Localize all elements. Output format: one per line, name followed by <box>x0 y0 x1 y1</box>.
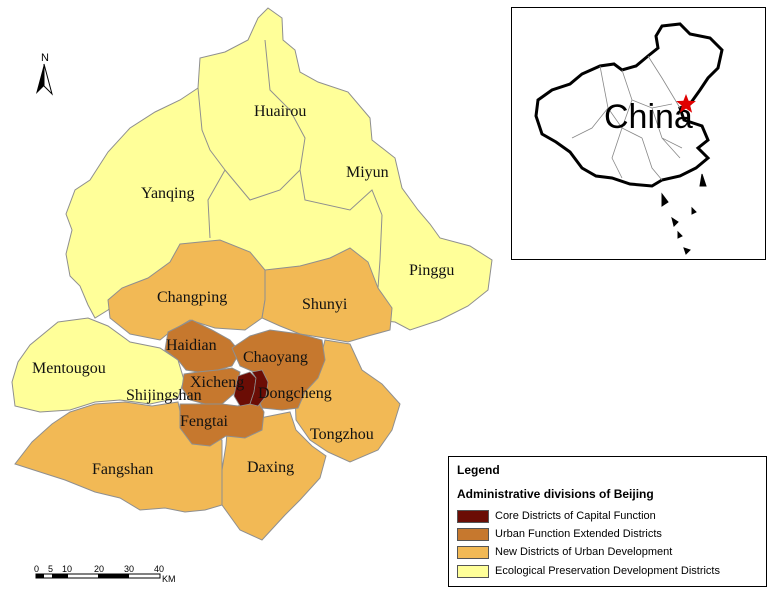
china-provinces <box>571 55 683 181</box>
legend-label-core: Core Districts of Capital Function <box>495 510 656 522</box>
china-border <box>534 22 724 188</box>
legend-label-ecological: Ecological Preservation Development Dist… <box>495 565 720 577</box>
label-changping: Changping <box>157 289 227 306</box>
label-dongcheng: Dongcheng <box>258 385 332 402</box>
label-miyun: Miyun <box>346 164 389 181</box>
label-daxing: Daxing <box>247 459 294 476</box>
legend-label-extended: Urban Function Extended Districts <box>495 528 662 540</box>
legend-title: Legend <box>457 463 500 477</box>
legend-item-new: New Districts of Urban Development <box>457 544 672 560</box>
label-shijingshan: Shijingshan <box>126 387 202 404</box>
legend-subtitle: Administrative divisions of Beijing <box>457 487 654 501</box>
legend-item-extended: Urban Function Extended Districts <box>457 526 662 542</box>
map-legend: Legend Administrative divisions of Beiji… <box>448 456 767 587</box>
district-fangshan <box>14 401 223 513</box>
label-huairou: Huairou <box>254 103 306 120</box>
scale-bar: 0 5 10 20 30 40 KM <box>34 564 176 584</box>
north-label: N <box>41 52 49 64</box>
star-icon <box>676 94 696 113</box>
scale-tick-20: 20 <box>94 564 104 574</box>
label-haidian: Haidian <box>166 337 217 354</box>
china-label: China <box>604 98 693 136</box>
scale-tick-40: 40 <box>154 564 164 574</box>
north-arrow-icon: N <box>36 52 53 96</box>
district-haidian <box>164 319 241 373</box>
scale-unit: KM <box>162 574 176 584</box>
district-mentougou <box>11 317 185 413</box>
scale-tick-30: 30 <box>124 564 134 574</box>
legend-swatch-core <box>457 509 489 523</box>
label-yanqing: Yanqing <box>141 185 195 202</box>
district-dongcheng <box>249 369 269 407</box>
legend-item-ecological: Ecological Preservation Development Dist… <box>457 563 720 579</box>
label-pinggu: Pinggu <box>409 262 454 279</box>
label-fangshan: Fangshan <box>92 461 153 478</box>
boundary-lines <box>197 39 383 289</box>
scale-tick-5: 5 <box>48 564 53 574</box>
label-xicheng: Xicheng <box>190 374 244 391</box>
label-shunyi: Shunyi <box>302 296 348 313</box>
label-fengtai: Fengtai <box>180 413 229 430</box>
legend-label-new: New Districts of Urban Development <box>495 546 673 558</box>
legend-swatch-ecological <box>457 564 489 578</box>
label-chaoyang: Chaoyang <box>243 349 308 366</box>
legend-swatch-extended <box>457 527 489 541</box>
legend-item-core: Core Districts of Capital Function <box>457 508 656 524</box>
inset-map: China <box>511 7 766 260</box>
label-tongzhou: Tongzhou <box>310 426 374 443</box>
label-mentougou: Mentougou <box>32 360 106 377</box>
china-outline: China <box>534 22 724 255</box>
scale-tick-0: 0 <box>34 564 39 574</box>
district-shunyi <box>261 247 393 343</box>
district-fengtai <box>179 397 265 447</box>
legend-swatch-new <box>457 545 489 559</box>
taiwan-hainan-islands <box>661 173 707 255</box>
scale-tick-10: 10 <box>62 564 72 574</box>
